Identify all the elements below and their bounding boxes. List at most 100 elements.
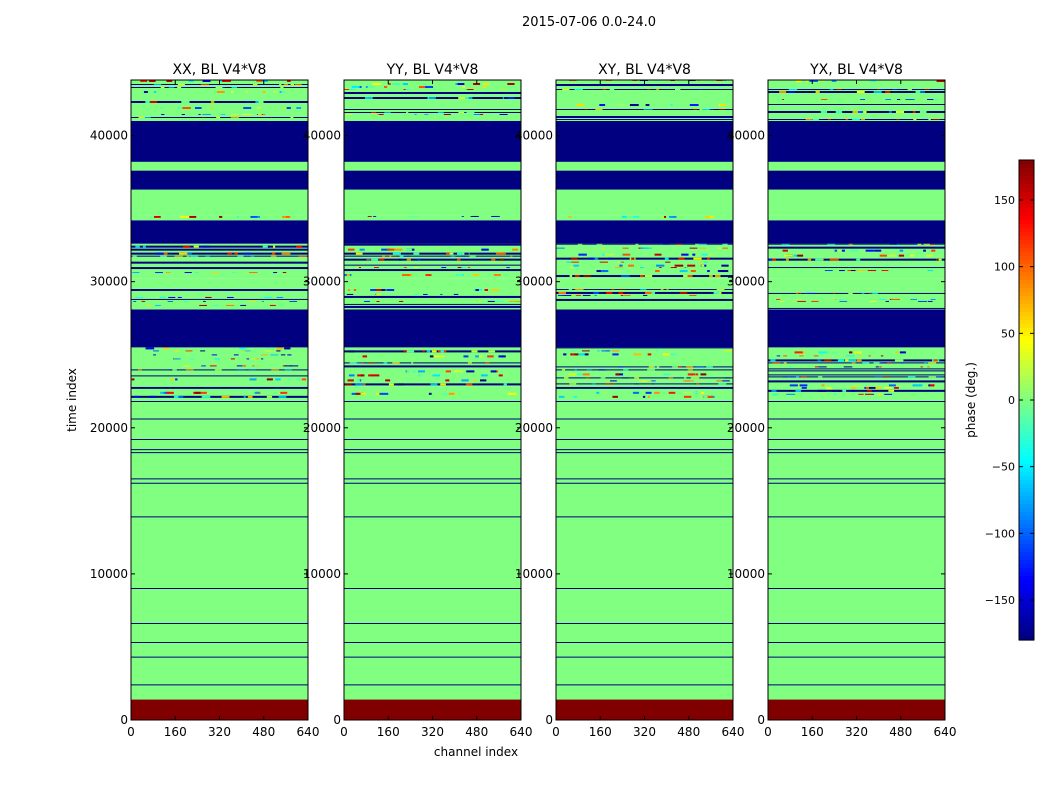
heatmap-speckle (490, 370, 497, 373)
heatmap-speckle (247, 395, 253, 398)
heatmap-stripe (556, 357, 733, 360)
heatmap-speckle (914, 243, 922, 245)
heatmap-speckle (349, 362, 359, 364)
heatmap-speckle (724, 377, 731, 379)
heatmap-speckle (347, 248, 355, 251)
heatmap-speckle (832, 292, 836, 294)
heatmap-speckle (865, 393, 873, 395)
heatmap-speckle (183, 300, 189, 302)
heatmap-speckle (463, 355, 469, 358)
heatmap-stripe (768, 246, 945, 249)
heatmap-speckle (216, 91, 225, 93)
heatmap-speckle (212, 84, 216, 85)
y-axis-label: time index (65, 368, 79, 432)
heatmap-speckle (182, 107, 191, 109)
heatmap-speckle (851, 270, 856, 272)
colorbar-segment (1019, 616, 1034, 621)
heatmap-band (768, 699, 945, 720)
heatmap-stripe (131, 267, 308, 270)
heatmap-stripe (768, 362, 945, 364)
heatmap-band (344, 220, 521, 244)
heatmap-speckle (442, 392, 448, 395)
heatmap-band (131, 220, 308, 244)
heatmap-speckle (928, 362, 937, 364)
heatmap-speckle (862, 362, 870, 364)
heatmap-speckle (776, 91, 780, 93)
heatmap-speckle (621, 377, 629, 379)
heatmap-speckle (156, 296, 166, 298)
heatmap-speckle (639, 275, 644, 278)
heatmap-speckle (180, 215, 189, 218)
heatmap-speckle (254, 365, 263, 367)
heatmap-speckle (275, 378, 281, 381)
heatmap-speckle (457, 252, 464, 255)
colorbar-segment (1019, 232, 1034, 237)
heatmap-speckle (168, 87, 175, 88)
x-tick-label: 640 (510, 725, 533, 739)
y-tick-label: 20000 (303, 421, 341, 435)
heatmap-stripe (131, 365, 308, 367)
heatmap-speckle (282, 272, 287, 274)
heatmap-speckle (558, 395, 565, 398)
colorbar-segment (1019, 404, 1034, 409)
heatmap-speckle (431, 350, 437, 353)
heatmap-speckle (821, 384, 825, 387)
x-tick-label: 160 (377, 725, 400, 739)
heatmap-stripe (131, 354, 308, 356)
heatmap-speckle (602, 391, 608, 394)
heatmap-speckle (648, 366, 655, 368)
heatmap-speckle (298, 255, 307, 257)
heatmap-speckle (797, 254, 804, 257)
heatmap-speckle (556, 380, 561, 382)
heatmap-speckle (431, 355, 440, 358)
heatmap-band (344, 267, 521, 279)
heatmap-speckle (829, 89, 834, 90)
heatmap-speckle (383, 362, 388, 364)
heatmap-speckle (799, 111, 807, 113)
heatmap-speckle (582, 350, 590, 352)
heatmap-speckle (270, 354, 279, 356)
heatmap-speckle (612, 353, 619, 356)
heatmap-speckle (665, 261, 671, 263)
heatmap-speckle (413, 252, 420, 255)
colorbar-segment (1019, 296, 1034, 301)
heatmap-speckle (642, 350, 648, 352)
heatmap-speckle (399, 255, 408, 257)
heatmap-speckle (131, 101, 134, 103)
heatmap-speckle (708, 253, 712, 256)
heatmap-speckle (782, 249, 788, 252)
heatmap-speckle (690, 270, 696, 273)
heatmap-speckle (850, 389, 855, 392)
heatmap-speckle (430, 383, 438, 386)
heatmap-stripe (768, 274, 945, 277)
heatmap-speckle (622, 247, 629, 249)
heatmap-speckle (290, 84, 295, 85)
heatmap-speckle (466, 112, 475, 113)
heatmap-speckle (841, 249, 845, 252)
heatmap-speckle (776, 366, 779, 368)
heatmap-speckle (296, 107, 302, 109)
heatmap-band (768, 170, 945, 190)
colorbar-segment (1019, 560, 1034, 565)
heatmap-stripe (556, 104, 733, 106)
heatmap-speckle (367, 86, 375, 88)
heatmap-speckle (599, 104, 606, 106)
colorbar-segment (1019, 292, 1034, 297)
heatmap-speckle (167, 300, 173, 302)
heatmap-speckle (269, 358, 274, 360)
heatmap-speckle (433, 89, 436, 90)
heatmap-speckle (584, 353, 589, 356)
heatmap-band (556, 120, 733, 162)
heatmap-stripe (344, 102, 521, 103)
heatmap-speckle (280, 391, 288, 394)
heatmap-speckle (131, 378, 135, 381)
heatmap-speckle (571, 261, 579, 263)
heatmap-stripe (131, 248, 308, 251)
heatmap-speckle (678, 257, 685, 260)
heatmap-speckle (243, 395, 246, 398)
heatmap-stripe (768, 374, 945, 376)
heatmap-speckle (609, 89, 615, 90)
heatmap-speckle (355, 392, 364, 395)
heatmap-speckle (718, 383, 727, 385)
heatmap-speckle (406, 258, 411, 261)
